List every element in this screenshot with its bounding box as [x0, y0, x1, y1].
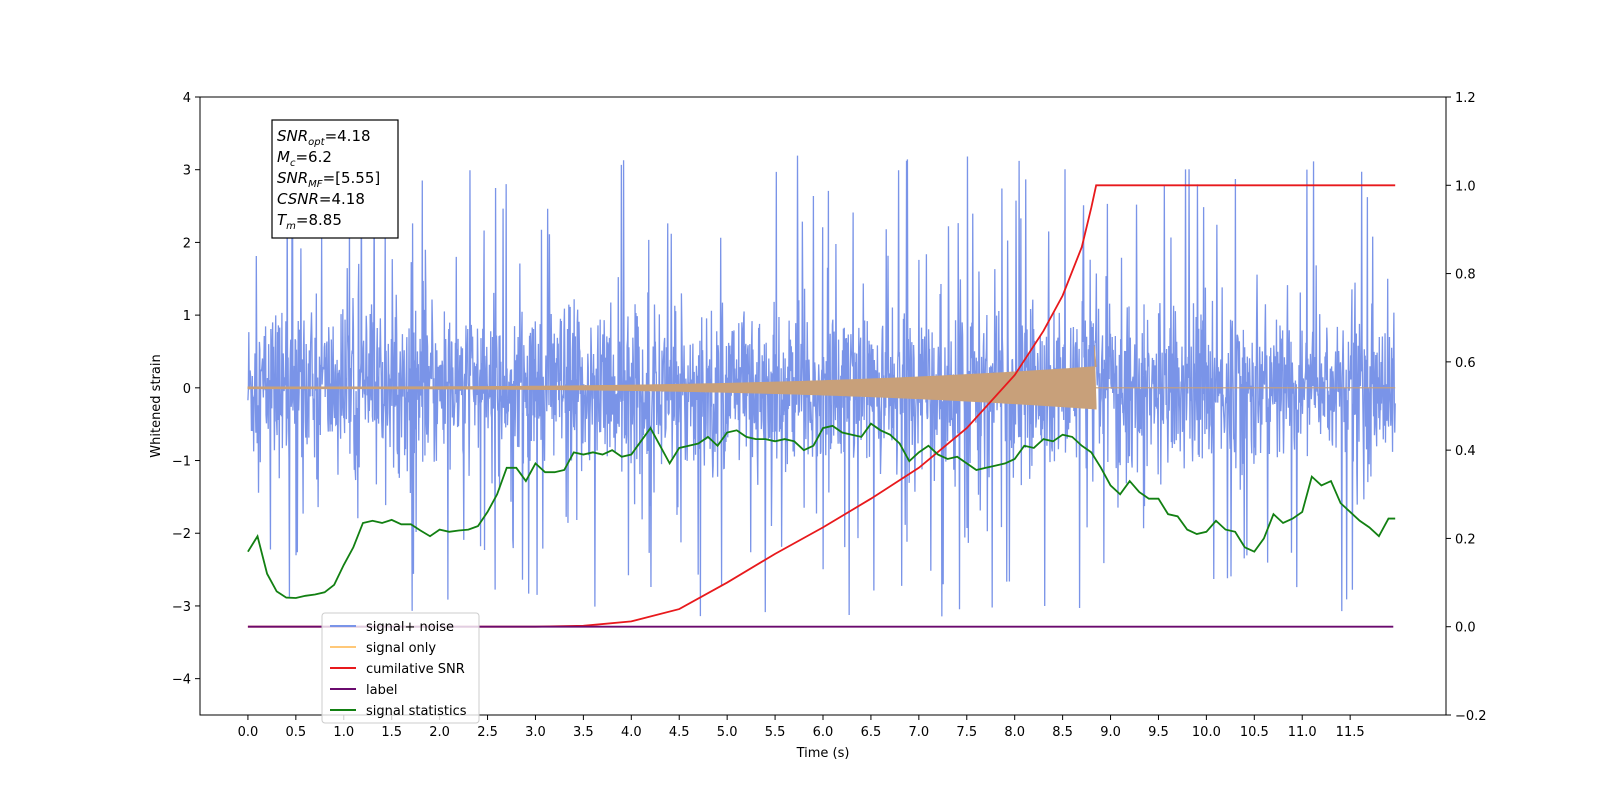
y2-tick-label: 0.4: [1455, 444, 1476, 459]
x-tick-label: 5.5: [765, 725, 786, 740]
x-tick-label: 2.0: [429, 725, 450, 740]
y-axis-label: Whitened strain: [149, 354, 164, 457]
annotation-line: CSNR=4.18: [277, 190, 365, 208]
x-tick-label: 1.5: [381, 725, 402, 740]
annotation-line: SNRMF=[5.55]: [277, 169, 380, 190]
annotation-line: Tm=8.85: [277, 211, 342, 232]
annotation-line: Mc=6.2: [277, 148, 332, 169]
y2-tick-label: 0.2: [1455, 532, 1476, 547]
x-tick-label: 2.5: [477, 725, 498, 740]
y2-tick-label: 1.2: [1455, 91, 1476, 106]
plot-area: [247, 155, 1396, 628]
x-tick-label: 0.0: [238, 725, 259, 740]
y2-tick-label: 0.8: [1455, 268, 1476, 283]
x-tick-label: 8.0: [1004, 725, 1025, 740]
y-tick-label: −1: [172, 455, 191, 470]
x-tick-label: 11.0: [1288, 725, 1317, 740]
x-axis-ticks: 0.0 0.5 1.0 1.5 2.0 2.5 3.0 3.5 4.0 4.5 5.0 5.5 6.0 6…: [238, 715, 1365, 740]
legend-label: label: [366, 683, 397, 698]
y2-tick-label: −0.2: [1455, 709, 1487, 724]
x-tick-label: 6.0: [813, 725, 834, 740]
y-tick-label: 0: [183, 382, 191, 397]
x-tick-label: 4.5: [669, 725, 690, 740]
cumilative-snr-line: [247, 184, 1396, 628]
legend: signal+ noise signal only cumilative SNR la…: [321, 612, 480, 724]
signal-noise-line: [247, 155, 1396, 617]
x-tick-label: 8.5: [1052, 725, 1073, 740]
x-tick-label: 3.5: [573, 725, 594, 740]
x-tick-label: 10.5: [1240, 725, 1269, 740]
y2-axis-ticks: −0.2 0.0 0.2 0.4 0.6 0.8 1.0 1.2: [1446, 91, 1487, 724]
signal-statistics-line: [247, 422, 1396, 599]
x-tick-label: 9.5: [1148, 725, 1169, 740]
signal-only-envelope: [247, 345, 1097, 410]
legend-label: signal+ noise: [366, 620, 454, 635]
y-tick-label: 4: [183, 91, 191, 106]
y-axis-ticks: −4 −3 −2 −1 0 1 2 3 4: [172, 91, 200, 688]
x-tick-label: 9.0: [1100, 725, 1121, 740]
legend-label: signal only: [366, 641, 436, 656]
x-tick-label: 10.0: [1192, 725, 1221, 740]
y2-tick-label: 1.0: [1455, 179, 1476, 194]
x-tick-label: 3.0: [525, 725, 546, 740]
x-tick-label: 7.0: [909, 725, 930, 740]
y-tick-label: 2: [183, 236, 191, 251]
y-tick-label: 3: [183, 164, 191, 179]
x-tick-label: 5.0: [717, 725, 738, 740]
y-tick-label: 1: [183, 309, 191, 324]
y2-tick-label: 0.6: [1455, 356, 1476, 371]
x-tick-label: 7.5: [956, 725, 977, 740]
legend-label: cumilative SNR: [366, 662, 465, 677]
annotation-frame: [271, 119, 399, 239]
x-tick-label: 0.5: [286, 725, 307, 740]
x-axis-label: Time (s): [796, 746, 850, 761]
y-tick-label: −4: [172, 673, 191, 688]
x-tick-label: 1.0: [333, 725, 354, 740]
y-tick-label: −3: [172, 600, 191, 615]
annotation-line: SNRopt=4.18: [277, 127, 371, 148]
x-tick-label: 6.5: [861, 725, 882, 740]
legend-frame: [321, 612, 480, 724]
legend-label: signal statistics: [366, 704, 467, 719]
y-tick-label: −2: [172, 527, 191, 542]
x-tick-label: 4.0: [621, 725, 642, 740]
y2-tick-label: 0.0: [1455, 621, 1476, 636]
x-tick-label: 11.5: [1336, 725, 1365, 740]
